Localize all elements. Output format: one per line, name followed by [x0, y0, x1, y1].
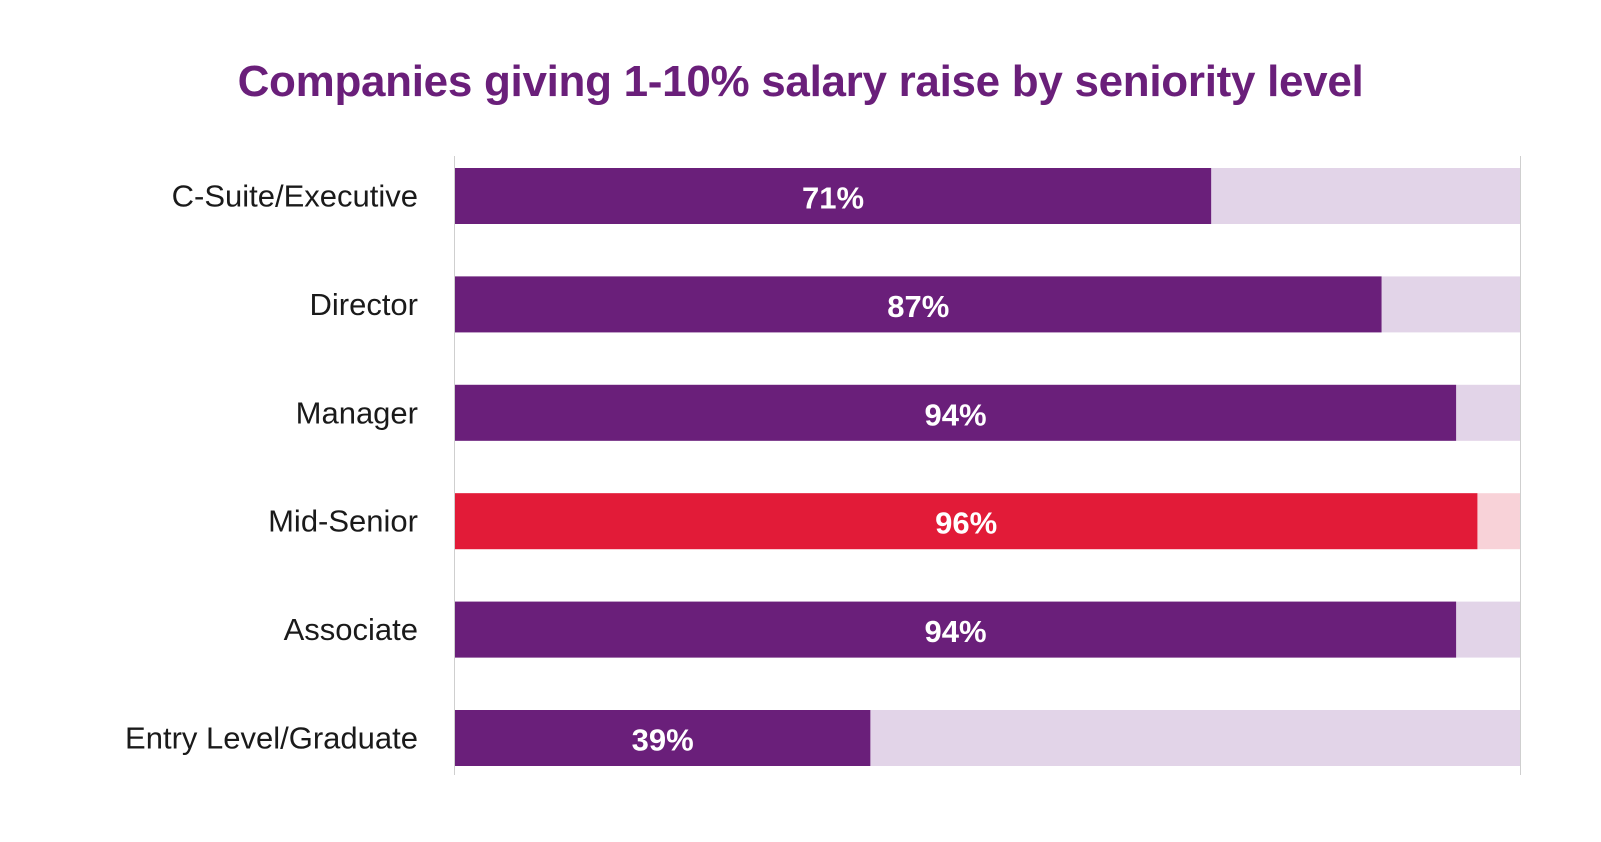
bar [455, 601, 1457, 658]
bar [455, 276, 1382, 333]
chart-title: Companies giving 1-10% salary raise by s… [237, 57, 1364, 106]
value-label: 94% [925, 614, 987, 649]
value-label: 96% [935, 506, 997, 541]
category-label: Mid-Senior [268, 504, 418, 539]
bar [455, 710, 871, 766]
category-label: Director [309, 287, 418, 322]
bar [455, 493, 1478, 550]
value-label: 39% [632, 723, 694, 758]
category-label: Manager [296, 395, 418, 430]
value-label: 94% [925, 397, 987, 432]
value-label: 71% [802, 181, 864, 216]
bar [455, 168, 1212, 224]
value-label: 87% [887, 289, 949, 324]
category-label: C-Suite/Executive [172, 179, 418, 214]
category-label: Entry Level/Graduate [125, 721, 418, 756]
bar [455, 384, 1457, 441]
category-label: Associate [284, 612, 418, 647]
